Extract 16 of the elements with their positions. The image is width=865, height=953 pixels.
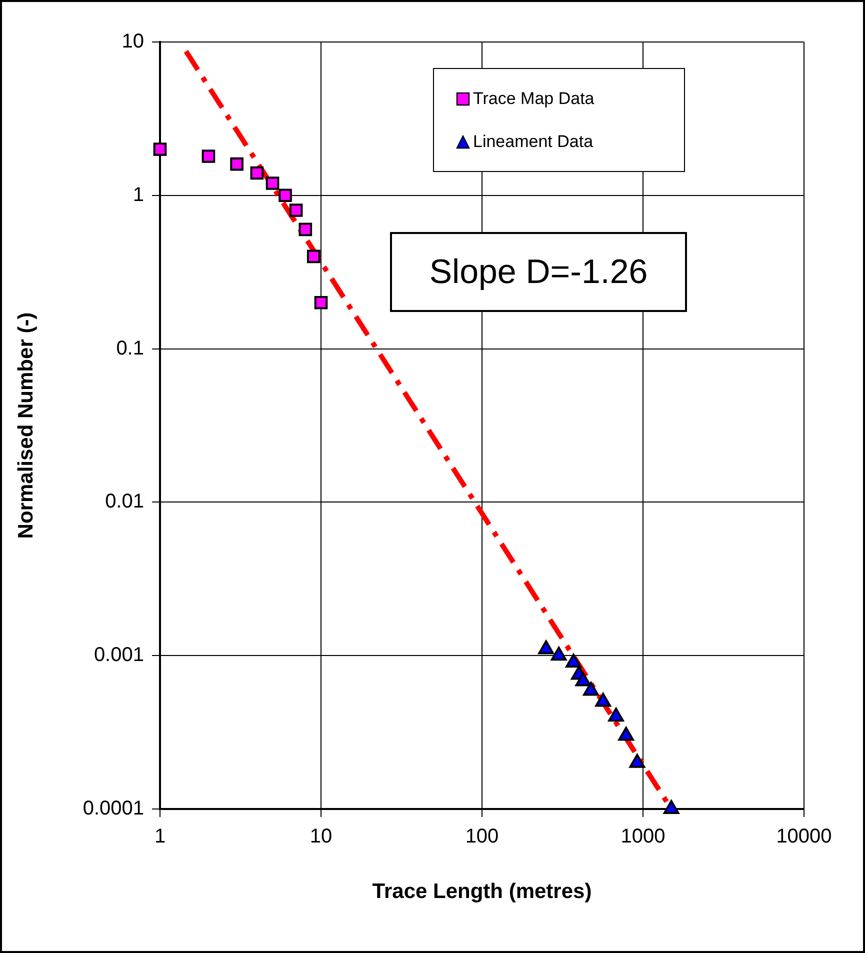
y-tick-label: 0.0001 (82, 798, 144, 820)
x-tick-label: 1000 (620, 826, 666, 848)
x-tick-label: 1 (154, 826, 166, 848)
legend-label: Trace Map Data (473, 88, 594, 108)
y-tick-label: 1 (132, 184, 144, 206)
y-tick-label: 0.001 (94, 644, 144, 666)
y-tick-label: 0.1 (116, 337, 144, 360)
legend-label: Lineament Data (473, 132, 594, 152)
x-tick-label: 10000 (776, 826, 832, 848)
y-tick-label: 0.01 (105, 490, 144, 513)
y-tick-label: 10 (122, 30, 144, 53)
y-axis-title: Normalised Number (-) (14, 312, 38, 539)
annotation: Slope D=-1.26 (390, 232, 687, 312)
x-axis-title: Trace Length (metres) (372, 880, 592, 904)
x-tick-label: 100 (465, 826, 499, 848)
x-tick-label: 10 (310, 826, 332, 848)
